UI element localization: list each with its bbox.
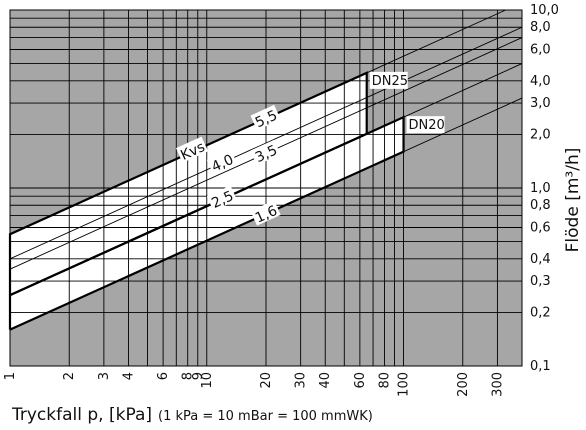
series-label-bg — [206, 185, 238, 211]
x-axis-label: Tryckfall p, [kPa] (1 kPa = 10 mBar = 100… — [11, 405, 373, 425]
y-tick-labels: 10,0 8,0 6,0 4,0 3,0 2,0 1,0 0,8 0,6 0,4 0,3 0,2 0,1 — [530, 3, 559, 374]
x-tick-label: 8 — [181, 372, 196, 380]
y-tick-label: 10,0 — [530, 3, 559, 18]
y-tick-label: 1,0 — [530, 181, 551, 196]
y-tick-label: 0,1 — [530, 359, 551, 374]
x-tick-label: 100 — [397, 372, 412, 397]
x-axis-label-note: (1 kPa = 10 mBar = 100 mmWK) — [158, 409, 373, 424]
x-tick-label: 40 — [318, 372, 333, 389]
x-tick-label: 4 — [121, 372, 136, 380]
y-tick-label: 0,8 — [530, 198, 551, 213]
region-label-bg — [369, 71, 408, 89]
x-tick-label: 200 — [456, 372, 471, 397]
series-label-bg — [206, 149, 238, 175]
y-tick-label: 0,4 — [530, 252, 551, 267]
x-axis-label-main: Tryckfall p, [kPa] — [11, 405, 152, 425]
x-tick-label: 3 — [97, 372, 112, 380]
band-dn25 — [10, 72, 367, 296]
plot-frame — [9, 9, 523, 367]
y-tick-label: 4,0 — [530, 74, 551, 89]
series-label-bg — [250, 139, 281, 166]
x-tick-label: 9 — [191, 372, 206, 380]
region-label-dn25: DN25 — [372, 74, 408, 89]
x-tick-label: 2 — [62, 372, 77, 380]
x-tick-label: 1 — [3, 372, 18, 380]
x-tick-label: 30 — [294, 372, 309, 389]
kvs-title-bg — [176, 136, 209, 163]
y-tick-label: 0,2 — [530, 305, 551, 320]
x-tick-label: 6 — [156, 372, 171, 380]
region-label-bg — [406, 116, 445, 134]
x-tick-label: 80 — [377, 372, 392, 389]
y-tick-label: 0,3 — [530, 274, 551, 289]
series-label-bg — [250, 200, 281, 226]
x-tick-label: 300 — [490, 372, 505, 397]
series-label-bg — [250, 104, 281, 131]
x-tick-label: 10 — [200, 372, 215, 389]
y-tick-label: 0,6 — [530, 220, 551, 235]
region-label-dn20: DN20 — [409, 118, 445, 133]
x-tick-label: 20 — [259, 372, 274, 389]
x-tick-label: 60 — [353, 372, 368, 389]
y-tick-label: 2,0 — [530, 127, 551, 142]
y-axis-label: Flöde [m³/h] — [563, 148, 583, 253]
y-tick-label: 3,0 — [530, 96, 551, 111]
y-tick-label: 6,0 — [530, 42, 551, 57]
kvs-line-4 — [9, 26, 523, 260]
grid-lines — [9, 9, 523, 367]
y-tick-label: 8,0 — [530, 20, 551, 35]
